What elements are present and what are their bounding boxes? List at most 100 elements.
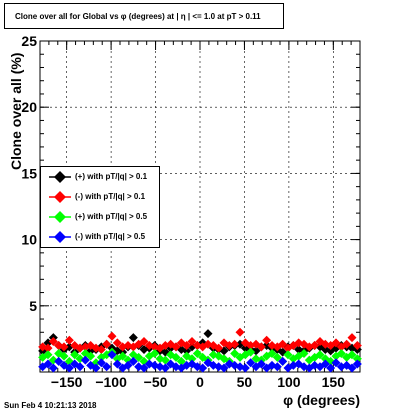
y-tick-label: 25 <box>21 33 37 49</box>
legend-label: (-) with pT/|q| > 0.5 <box>75 232 146 241</box>
legend-label: (+) with pT/|q| > 0.1 <box>75 172 148 181</box>
x-tick-label: 150 <box>322 374 346 390</box>
y-tick-label: 10 <box>21 232 37 248</box>
data-point <box>96 344 106 354</box>
grid <box>40 40 360 372</box>
data-point <box>64 363 74 373</box>
data-point <box>150 348 160 358</box>
data-point <box>331 338 341 348</box>
x-tick-label: 100 <box>277 374 301 390</box>
data-point <box>352 341 362 351</box>
data-point <box>352 359 362 369</box>
data-point <box>59 342 69 352</box>
data-point <box>75 362 85 372</box>
data-point <box>267 348 277 358</box>
data-point <box>128 356 138 366</box>
data-point <box>272 362 282 372</box>
y-tick-label: 15 <box>21 165 37 181</box>
timestamp: Sun Feb 4 10:21:13 2018 <box>4 401 97 410</box>
data-point <box>80 355 90 365</box>
series-1 <box>38 327 362 354</box>
legend-entry: (+) with pT/|q| > 0.1 <box>41 167 161 187</box>
y-tick-label: 20 <box>21 99 37 115</box>
data-point <box>352 354 362 364</box>
legend-marker-icon <box>49 171 71 183</box>
data-point <box>235 327 245 337</box>
data-point <box>118 351 128 361</box>
data-markers <box>38 327 362 373</box>
data-point <box>246 358 256 368</box>
data-point <box>283 350 293 360</box>
data-point <box>278 339 288 349</box>
data-point <box>160 355 170 365</box>
data-point <box>171 342 181 352</box>
series-2 <box>38 347 362 368</box>
chart-title: Clone over all for Global vs φ (degrees)… <box>15 12 261 21</box>
data-point <box>134 352 144 362</box>
data-point <box>203 329 213 339</box>
legend: (+) with pT/|q| > 0.1 (-) with pT/|q| > … <box>40 166 160 248</box>
data-point <box>139 363 149 373</box>
legend-marker-icon <box>49 191 71 203</box>
data-point <box>48 337 58 347</box>
data-point <box>347 333 357 343</box>
data-point <box>299 348 309 358</box>
data-point <box>192 348 202 358</box>
data-point <box>347 363 357 373</box>
data-point <box>315 350 325 360</box>
x-tick-label: −150 <box>51 374 83 390</box>
x-tick-label: 50 <box>237 374 253 390</box>
y-tick-label: 5 <box>29 298 37 314</box>
data-point <box>48 363 58 373</box>
data-point <box>198 363 208 373</box>
data-point <box>342 339 352 349</box>
data-point <box>246 347 256 357</box>
tick-labels: −150 −100 −50 0 50 100 150 5 10 15 20 25 <box>21 33 345 390</box>
data-point <box>43 350 53 360</box>
x-axis-label: φ (degrees) <box>283 392 360 408</box>
data-point <box>139 337 149 347</box>
data-point <box>347 350 357 360</box>
title-box: Clone over all for Global vs φ (degrees)… <box>4 3 284 29</box>
data-point <box>107 350 117 360</box>
data-point <box>256 359 266 369</box>
data-point <box>160 363 170 373</box>
data-point <box>331 358 341 368</box>
data-point <box>336 348 346 358</box>
x-tick-label: −100 <box>95 374 127 390</box>
data-point <box>320 359 330 369</box>
data-point <box>96 358 106 368</box>
data-point <box>176 356 186 366</box>
data-point <box>59 351 69 361</box>
data-point <box>187 337 197 347</box>
data-point <box>128 333 138 343</box>
legend-entry: (+) with pT/|q| > 0.5 <box>41 207 161 227</box>
data-point <box>326 363 336 373</box>
data-point <box>214 343 224 353</box>
data-point <box>230 348 240 358</box>
data-point <box>64 335 74 345</box>
legend-label: (+) with pT/|q| > 0.5 <box>75 212 148 221</box>
data-point <box>112 359 122 369</box>
data-point <box>230 339 240 349</box>
data-point <box>256 342 266 352</box>
data-point <box>187 354 197 364</box>
data-point <box>123 360 133 370</box>
x-tick-label: −50 <box>144 374 168 390</box>
data-point <box>91 363 101 373</box>
data-point <box>102 362 112 372</box>
legend-entry: (-) with pT/|q| > 0.5 <box>41 227 161 247</box>
data-point <box>43 359 53 369</box>
data-point <box>112 338 122 348</box>
data-point <box>86 351 96 361</box>
legend-entry: (-) with pT/|q| > 0.1 <box>41 187 161 207</box>
data-point <box>43 343 53 353</box>
legend-label: (-) with pT/|q| > 0.1 <box>75 192 146 201</box>
data-point <box>182 341 192 351</box>
legend-marker-icon <box>49 211 71 223</box>
data-point <box>102 339 112 349</box>
data-point <box>182 346 192 356</box>
x-tick-label: 0 <box>196 374 204 390</box>
data-point <box>240 363 250 373</box>
